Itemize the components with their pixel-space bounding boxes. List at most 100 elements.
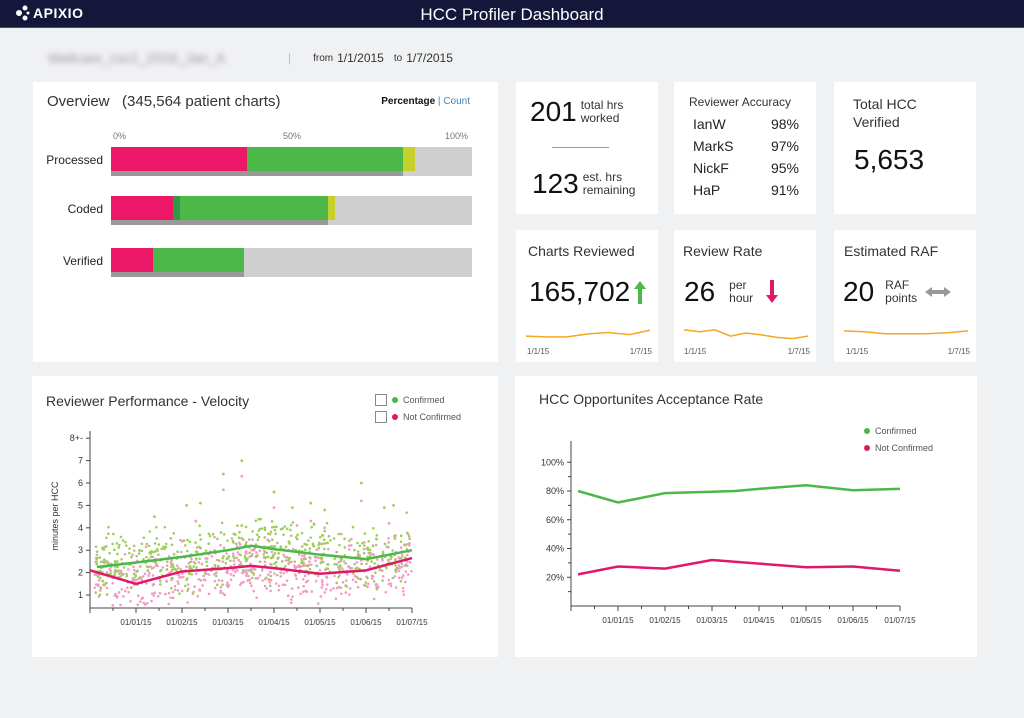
- scatter-point: [210, 555, 214, 558]
- divider: [552, 147, 609, 148]
- scatter-point: [324, 541, 327, 545]
- scatter-point: [156, 595, 160, 598]
- scatter-point: [169, 596, 172, 599]
- scatter-point: [297, 586, 300, 589]
- percentage-toggle[interactable]: Percentage: [381, 96, 436, 107]
- to-date[interactable]: 1/7/2015: [406, 51, 453, 65]
- scatter-point: [180, 589, 184, 593]
- scatter-point: [176, 550, 179, 554]
- scatter-point: [241, 538, 245, 541]
- scale-100: 100%: [445, 131, 469, 141]
- scatter-point: [170, 586, 173, 590]
- scatter-point: [107, 525, 110, 529]
- scatter-point: [150, 567, 154, 570]
- scatter-point: [267, 578, 271, 581]
- scatter-point: [123, 589, 127, 593]
- spark-start: 1/1/15: [527, 347, 550, 356]
- hcc-title: Total HCC: [853, 96, 917, 112]
- scatter-point: [237, 536, 241, 540]
- scatter-point: [275, 525, 278, 528]
- scatter-point: [197, 577, 200, 581]
- scatter-point: [117, 543, 121, 547]
- logo[interactable]: APIXIO: [15, 5, 83, 21]
- scatter-point: [154, 525, 158, 529]
- scatter-point: [353, 548, 356, 552]
- scatter-point: [117, 569, 121, 572]
- scatter-point: [308, 560, 311, 564]
- scatter-point: [236, 551, 240, 554]
- scatter-point: [215, 571, 218, 575]
- not-confirmed-checkbox[interactable]: [375, 411, 387, 423]
- scatter-point: [146, 569, 150, 572]
- scatter-point: [258, 574, 262, 577]
- scatter-point: [256, 538, 260, 542]
- scatter-point: [248, 578, 252, 582]
- scatter-point: [99, 586, 103, 590]
- scatter-point: [258, 560, 262, 564]
- scatter-point: [294, 573, 297, 576]
- scatter-point: [248, 551, 251, 555]
- progress-bar-verified[interactable]: [111, 248, 472, 277]
- scatter-point: [333, 557, 336, 561]
- scatter-point: [406, 553, 409, 557]
- legend-not-confirmed[interactable]: Not Confirmed: [375, 411, 461, 423]
- progress-bar-coded[interactable]: [111, 196, 472, 225]
- from-date[interactable]: 1/1/2015: [337, 51, 384, 65]
- scatter-point: [177, 566, 180, 570]
- remaining-label: est. hrs: [582, 170, 623, 184]
- scatter-point: [307, 539, 310, 542]
- scatter-point: [318, 535, 322, 539]
- confirmed-checkbox[interactable]: [375, 394, 387, 406]
- scatter-point: [257, 529, 261, 532]
- scatter-point: [401, 589, 405, 593]
- scatter-point: [244, 540, 248, 544]
- scatter-point: [102, 583, 105, 587]
- scatter-point: [245, 572, 249, 575]
- scatter-point: [305, 543, 309, 546]
- outlier-point: [295, 524, 299, 527]
- scatter-point: [326, 563, 330, 566]
- scatter-point: [159, 568, 163, 572]
- scatter-point: [213, 563, 217, 567]
- scatter-point: [137, 552, 141, 555]
- scatter-point: [355, 561, 359, 564]
- scatter-point: [179, 550, 183, 554]
- project-name[interactable]: Wellcare_csv1_2016_Jan_A: [48, 50, 226, 66]
- scatter-point: [400, 553, 404, 557]
- scatter-point: [170, 559, 173, 562]
- scatter-point: [317, 546, 321, 550]
- scatter-point: [139, 600, 142, 603]
- progress-bar-processed[interactable]: [111, 147, 472, 176]
- scatter-point: [312, 544, 316, 548]
- scatter-point: [175, 564, 179, 567]
- scatter-point: [232, 556, 236, 560]
- scatter-point: [94, 591, 98, 594]
- scatter-point: [348, 593, 351, 596]
- scatter-point: [326, 567, 330, 571]
- scatter-point: [300, 545, 304, 548]
- scatter-point: [155, 537, 159, 540]
- scatter-point: [321, 583, 325, 587]
- outlier-point: [392, 504, 395, 507]
- scatter-point: [114, 592, 117, 596]
- scatter-point: [188, 540, 192, 544]
- scatter-point: [183, 584, 187, 588]
- scatter-point: [387, 578, 391, 582]
- scatter-point: [165, 564, 169, 567]
- count-toggle[interactable]: Count: [443, 96, 470, 107]
- scatter-point: [300, 531, 304, 535]
- scatter-point: [213, 586, 217, 590]
- scatter-point: [172, 531, 176, 535]
- legend-confirmed[interactable]: Confirmed: [375, 394, 445, 406]
- scatter-point: [260, 569, 264, 572]
- scatter-point: [315, 548, 319, 552]
- scatter-point: [381, 550, 385, 554]
- scatter-point: [95, 550, 99, 553]
- y-tick-label: 3: [78, 545, 83, 555]
- scatter-point: [387, 541, 391, 544]
- scatter-point: [297, 553, 301, 556]
- scatter-point: [353, 574, 357, 578]
- scatter-point: [111, 532, 115, 536]
- bar-segment: [403, 147, 415, 171]
- scatter-point: [263, 577, 267, 581]
